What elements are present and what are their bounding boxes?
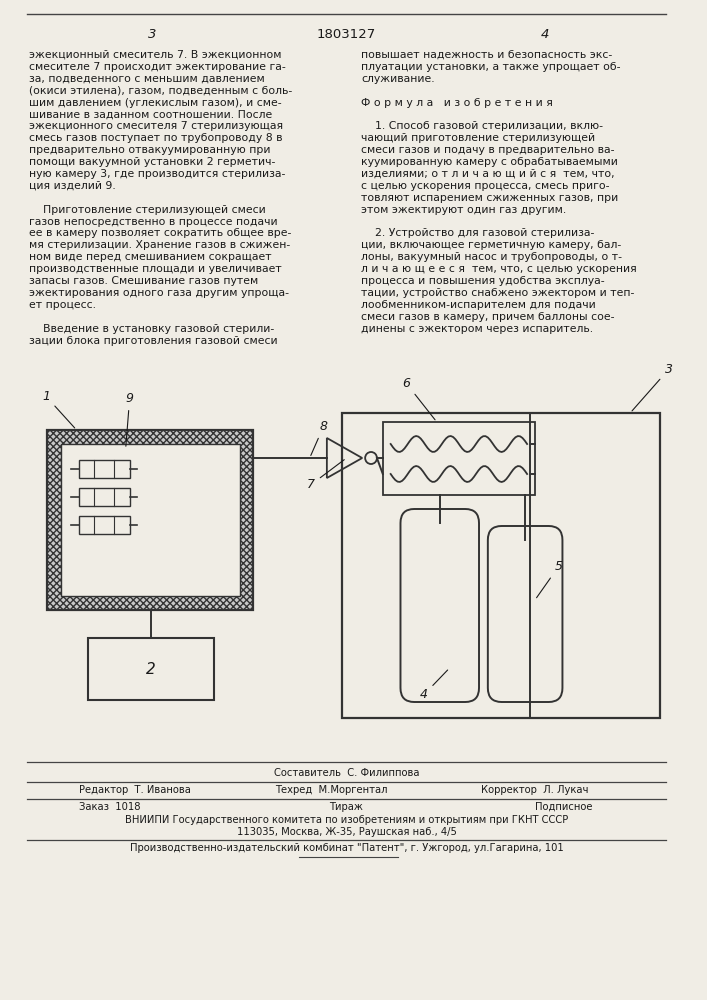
Text: Заказ  1018: Заказ 1018 [78, 802, 140, 812]
Text: процесса и повышения удобства эксплуа-: процесса и повышения удобства эксплуа- [361, 276, 605, 286]
Text: куумированную камеру с обрабатываемыми: куумированную камеру с обрабатываемыми [361, 157, 618, 167]
Text: 1. Способ газовой стерилизации, вклю-: 1. Способ газовой стерилизации, вклю- [361, 121, 603, 131]
Text: шим давлением (углекислым газом), и сме-: шим давлением (углекислым газом), и сме- [30, 98, 282, 108]
Text: Тираж: Тираж [329, 802, 363, 812]
Text: 9: 9 [126, 392, 134, 446]
Text: помощи вакуумной установки 2 герметич-: помощи вакуумной установки 2 герметич- [30, 157, 276, 167]
Text: зации блока приготовления газовой смеси: зации блока приготовления газовой смеси [30, 336, 278, 346]
Bar [382, 422, 535, 495]
Text: 2. Устройство для газовой стерилиза-: 2. Устройство для газовой стерилиза- [361, 229, 595, 238]
Text: за, подведенного с меньшим давлением: за, подведенного с меньшим давлением [30, 74, 265, 84]
Text: 6: 6 [402, 377, 435, 420]
Bar [78, 460, 129, 478]
Text: 3: 3 [632, 363, 672, 411]
Bar [78, 488, 129, 506]
Bar [47, 430, 253, 610]
Text: ном виде перед смешиванием сокращает: ном виде перед смешиванием сокращает [30, 252, 272, 262]
Bar [61, 444, 240, 596]
Bar [88, 638, 214, 700]
Text: (окиси этилена), газом, подведенным с боль-: (окиси этилена), газом, подведенным с бо… [30, 86, 293, 96]
Text: Составитель  С. Филиппова: Составитель С. Филиппова [274, 768, 419, 778]
Text: 1803127: 1803127 [317, 28, 376, 41]
Text: чающий приготовление стерилизующей: чающий приготовление стерилизующей [361, 133, 595, 143]
Text: ция изделий 9.: ция изделий 9. [30, 181, 116, 191]
Text: 8: 8 [311, 420, 327, 455]
Text: 4: 4 [541, 28, 549, 41]
Text: 4: 4 [420, 670, 448, 701]
Circle shape [365, 452, 377, 464]
Text: ее в камеру позволяет сократить общее вре-: ее в камеру позволяет сократить общее вр… [30, 229, 292, 238]
Text: Приготовление стерилизующей смеси: Приготовление стерилизующей смеси [30, 205, 267, 215]
Text: смесь газов поступает по трубопроводу 8 в: смесь газов поступает по трубопроводу 8 … [30, 133, 283, 143]
Text: Техред  М.Моргентал: Техред М.Моргентал [275, 785, 387, 795]
Text: смеси газов в камеру, причем баллоны сое-: смеси газов в камеру, причем баллоны сое… [361, 312, 614, 322]
Text: 3: 3 [148, 28, 156, 41]
Text: служивание.: служивание. [361, 74, 435, 84]
Text: Редактор  Т. Иванова: Редактор Т. Иванова [78, 785, 190, 795]
Text: товляют испарением сжиженных газов, при: товляют испарением сжиженных газов, при [361, 193, 619, 203]
Text: тации, устройство снабжено эжектором и теп-: тации, устройство снабжено эжектором и т… [361, 288, 635, 298]
Text: шивание в заданном соотношении. После: шивание в заданном соотношении. После [30, 109, 273, 119]
Text: повышает надежность и безопасность экс-: повышает надежность и безопасность экс- [361, 50, 612, 60]
Text: предварительно отвакуумированную при: предварительно отвакуумированную при [30, 145, 271, 155]
Bar [78, 516, 129, 534]
Text: производственные площади и увеличивает: производственные площади и увеличивает [30, 264, 282, 274]
Text: ную камеру 3, где производится стерилиза-: ную камеру 3, где производится стерилиза… [30, 169, 286, 179]
Text: л и ч а ю щ е е с я  тем, что, с целью ускорения: л и ч а ю щ е е с я тем, что, с целью ус… [361, 264, 637, 274]
Text: Введение в установку газовой стерили-: Введение в установку газовой стерили- [30, 324, 275, 334]
Text: 113035, Москва, Ж-35, Раушская наб., 4/5: 113035, Москва, Ж-35, Раушская наб., 4/5 [237, 827, 457, 837]
Text: лообменником-испарителем для подачи: лообменником-испарителем для подачи [361, 300, 596, 310]
Text: 1: 1 [42, 390, 75, 428]
Text: лоны, вакуумный насос и трубопроводы, о т-: лоны, вакуумный насос и трубопроводы, о … [361, 252, 622, 262]
Text: Корректор  Л. Лукач: Корректор Л. Лукач [481, 785, 588, 795]
Text: газов непосредственно в процессе подачи: газов непосредственно в процессе подачи [30, 217, 278, 227]
Text: 2: 2 [146, 662, 156, 676]
Text: ет процесс.: ет процесс. [30, 300, 96, 310]
Text: изделиями; о т л и ч а ю щ и й с я  тем, что,: изделиями; о т л и ч а ю щ и й с я тем, … [361, 169, 615, 179]
Text: 7: 7 [308, 460, 344, 491]
Text: эжектирования одного газа другим упрощa-: эжектирования одного газа другим упрощa- [30, 288, 289, 298]
Text: динены с эжектором через испаритель.: динены с эжектором через испаритель. [361, 324, 593, 334]
Text: Подписное: Подписное [535, 802, 592, 812]
Text: плуатации установки, а также упрощает об-: плуатации установки, а также упрощает об… [361, 62, 621, 72]
Text: этом эжектируют один газ другим.: этом эжектируют один газ другим. [361, 205, 566, 215]
Text: мя стерилизации. Хранение газов в сжижен-: мя стерилизации. Хранение газов в сжижен… [30, 240, 291, 250]
Text: запасы газов. Смешивание газов путем: запасы газов. Смешивание газов путем [30, 276, 259, 286]
Text: Ф о р м у л а   и з о б р е т е н и я: Ф о р м у л а и з о б р е т е н и я [361, 98, 553, 108]
Text: смесителе 7 происходит эжектирование га-: смесителе 7 происходит эжектирование га- [30, 62, 286, 72]
Text: ВНИИПИ Государственного комитета по изобретениям и открытиям при ГКНТ СССР: ВНИИПИ Государственного комитета по изоб… [125, 815, 568, 825]
Text: эжекционный смеситель 7. В эжекционном: эжекционный смеситель 7. В эжекционном [30, 50, 282, 60]
Text: 5: 5 [537, 560, 563, 598]
Text: Производственно-издательский комбинат "Патент", г. Ужгород, ул.Гагарина, 101: Производственно-издательский комбинат "П… [129, 843, 563, 853]
Text: ции, включающее герметичную камеру, бал-: ции, включающее герметичную камеру, бал- [361, 240, 621, 250]
Text: с целью ускорения процесса, смесь приго-: с целью ускорения процесса, смесь приго- [361, 181, 609, 191]
Text: смеси газов и подачу в предварительно ва-: смеси газов и подачу в предварительно ва… [361, 145, 614, 155]
Bar [341, 413, 660, 718]
Text: эжекционного смесителя 7 стерилизующая: эжекционного смесителя 7 стерилизующая [30, 121, 284, 131]
